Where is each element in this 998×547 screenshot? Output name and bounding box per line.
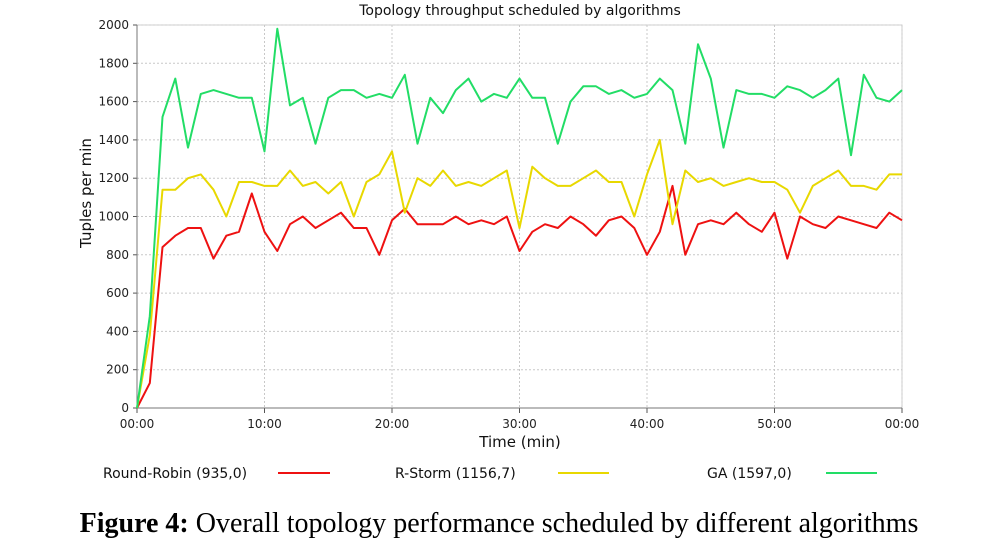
- x-tick-label: 50:00: [757, 417, 792, 431]
- y-tick-label: 1200: [98, 171, 129, 185]
- series-line-0: [136, 184, 903, 409]
- grid-lines: [136, 24, 903, 409]
- y-tick-label: 600: [106, 286, 129, 300]
- x-tick-label: 10:00: [247, 417, 282, 431]
- y-tick-label: 400: [106, 324, 129, 338]
- legend-label: R-Storm (1156,7): [395, 466, 516, 482]
- figure-caption: Figure 4: Overall topology performance s…: [0, 508, 998, 540]
- x-tick-label: 40:00: [630, 417, 665, 431]
- chart-title: Topology throughput scheduled by algorit…: [358, 3, 681, 19]
- y-tick-label: 2000: [98, 18, 129, 32]
- figure-caption-text: Overall topology performance scheduled b…: [188, 508, 919, 539]
- legend-label: Round-Robin (935,0): [103, 466, 247, 482]
- axes: [133, 24, 903, 413]
- y-tick-label: 200: [106, 363, 129, 377]
- legend-label: GA (1597,0): [707, 466, 792, 482]
- x-tick-label: 00:00: [120, 417, 155, 431]
- throughput-chart: Topology throughput scheduled by algorit…: [77, 3, 920, 482]
- y-tick-label: 1000: [98, 210, 129, 224]
- x-tick-label: 00:00: [885, 417, 920, 431]
- series-line-1: [136, 138, 902, 409]
- y-tick-label: 1800: [98, 56, 129, 70]
- figure-caption-label: Figure 4:: [79, 508, 189, 539]
- y-tick-labels: 0 200 400 600 800 1000 1200 1400 1600 1800 2000: [98, 18, 129, 415]
- series-line-2: [136, 27, 903, 409]
- legend: Round-Robin (935,0) R-Storm (1156,7) GA (1…: [103, 466, 877, 482]
- y-tick-label: 800: [106, 248, 129, 262]
- x-tick-labels: 00:00 10:00 20:00 30:00 40:00 50:00 00:00: [120, 417, 920, 431]
- x-axis-label: Time (min): [478, 433, 560, 451]
- y-tick-label: 1600: [98, 95, 129, 109]
- y-tick-label: 0: [121, 401, 129, 415]
- x-tick-label: 30:00: [502, 417, 537, 431]
- series-lines: [136, 27, 903, 409]
- y-tick-label: 1400: [98, 133, 129, 147]
- y-axis-label: Tuples per min: [77, 138, 95, 249]
- x-tick-label: 20:00: [375, 417, 410, 431]
